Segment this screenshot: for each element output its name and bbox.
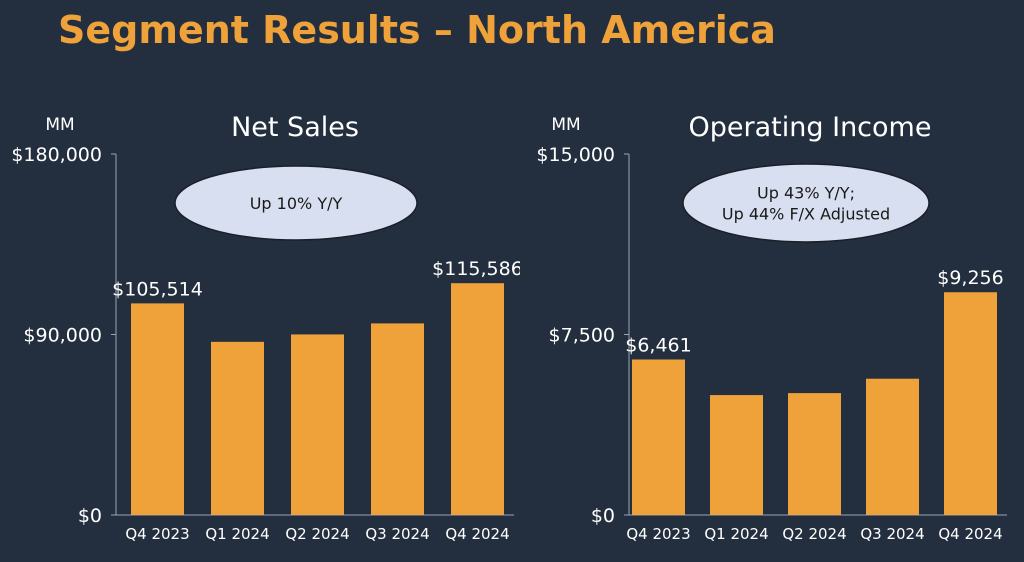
y-tick-label: $7,500 [549, 325, 615, 347]
data-label: $9,256 [937, 267, 1003, 289]
x-tick-label: Q2 2024 [782, 525, 846, 543]
bar [710, 395, 763, 515]
y-tick-label: $0 [78, 505, 102, 527]
bar [944, 292, 997, 515]
callout-ellipse [682, 163, 930, 243]
chart-title: Operating Income [689, 112, 932, 143]
bar [788, 393, 841, 515]
x-tick-label: Q4 2023 [626, 525, 690, 543]
x-tick-label: Q4 2024 [445, 525, 509, 543]
x-tick-label: Q3 2024 [860, 525, 924, 543]
unit-label: MM [551, 115, 580, 135]
callout-text: Up 10% Y/Y [250, 194, 343, 213]
callout-text: Up 44% F/X Adjusted [722, 205, 890, 224]
unit-label: MM [45, 115, 74, 135]
net-sales-chart: Net Sales MM $0 $90,000 $180,000 Q4 2023 $105,… [11, 112, 520, 543]
x-tick-label: Q2 2024 [285, 525, 349, 543]
operating-income-chart: Operating Income MM $0 $7,500 $15,000 Q4 2023… [536, 112, 1007, 543]
y-tick-label: $90,000 [23, 325, 102, 347]
x-tick-label: Q3 2024 [365, 525, 429, 543]
x-tick-label: Q4 2023 [125, 525, 189, 543]
chart-title: Net Sales [231, 112, 359, 143]
callout-ellipse [174, 165, 418, 241]
y-tick-label: $0 [591, 505, 615, 527]
bar [451, 283, 504, 515]
bar [866, 378, 919, 515]
data-label: $105,514 [112, 278, 203, 300]
bar [131, 303, 184, 515]
data-label: $115,586 [432, 258, 520, 280]
bar [291, 334, 344, 515]
x-tick-label: Q1 2024 [205, 525, 269, 543]
x-tick-label: Q4 2024 [938, 525, 1002, 543]
bar [371, 323, 424, 515]
data-label: $6,461 [625, 335, 691, 357]
y-tick-label: $15,000 [536, 144, 615, 166]
page-title: Segment Results – North America [58, 8, 776, 52]
bar [632, 359, 685, 515]
x-tick-label: Q1 2024 [704, 525, 768, 543]
callout-text: Up 43% Y/Y; [757, 184, 855, 203]
bar [211, 341, 264, 515]
y-tick-label: $180,000 [11, 144, 102, 166]
